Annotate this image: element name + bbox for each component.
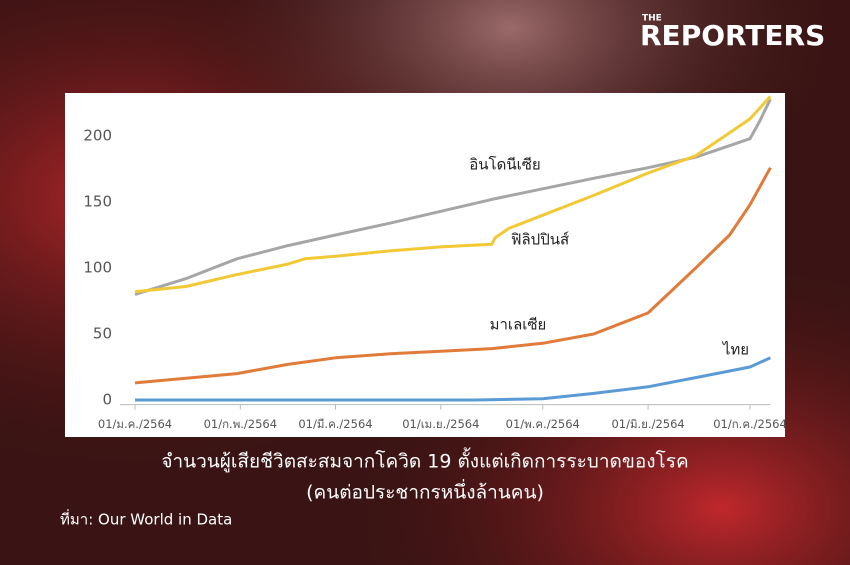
series-label: มาเลเซีย — [490, 316, 547, 334]
y-tick-label: 200 — [83, 127, 112, 145]
logo-name: REPORTERS — [640, 19, 825, 52]
x-tick-label: 01/เม.ย./2564 — [402, 417, 479, 431]
y-tick-label: 150 — [83, 193, 112, 211]
logo-small: THE — [642, 14, 662, 24]
chart-subtitle: (คนต่อประชากรหนึ่งล้านคน) — [306, 479, 544, 504]
x-tick-label: 01/ก.พ./2564 — [204, 417, 278, 431]
chart-title: จำนวนผู้เสียชีวิตสะสมจากโควิด 19 ตั้งแต่… — [161, 448, 688, 473]
series-line — [135, 356, 772, 402]
series-line — [134, 166, 772, 385]
x-tick-label: 01/ก.ค./2564 — [713, 417, 787, 431]
x-tick-label: 01/พ.ค./2564 — [506, 417, 580, 431]
source: ที่มา: Our World in Data — [60, 509, 232, 529]
series-label: ไทย — [722, 341, 749, 359]
series-line — [134, 98, 772, 296]
series-line — [134, 95, 772, 294]
x-tick-label: 01/มี.ค./2564 — [298, 417, 372, 431]
x-tick-label: 01/ม.ค./2564 — [98, 417, 172, 431]
y-tick-label: 100 — [83, 259, 112, 277]
y-tick-label: 50 — [93, 325, 112, 343]
y-tick-label: 0 — [102, 391, 112, 409]
series-label: อินโดนีเซีย — [469, 156, 540, 174]
x-tick-label: 01/มิ.ย./2564 — [611, 417, 684, 431]
series-label: ฟิลิปปินส์ — [511, 231, 569, 249]
chart-panel — [65, 93, 785, 437]
